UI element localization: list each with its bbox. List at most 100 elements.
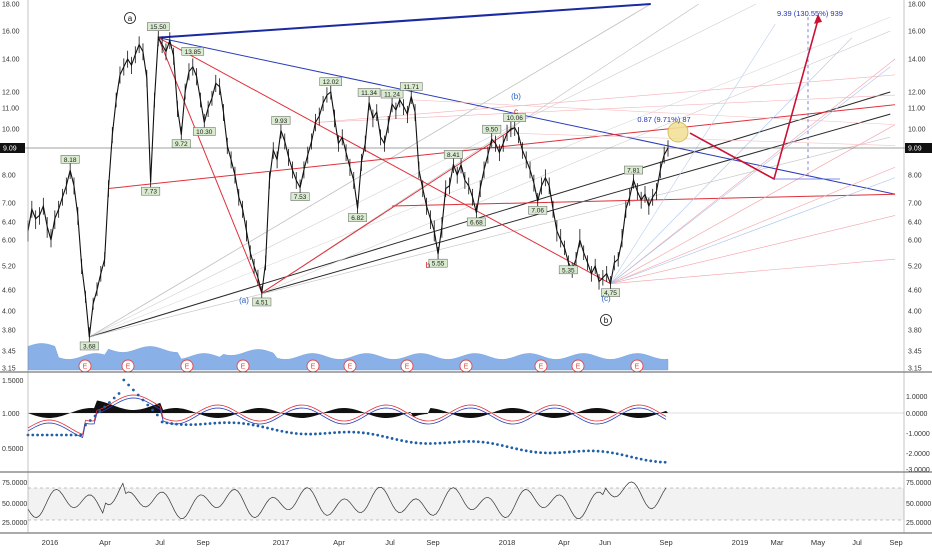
ind1-dot — [79, 433, 83, 437]
ind1-dot — [654, 460, 657, 463]
wave-label: (b) — [511, 92, 521, 101]
price-label-box — [193, 127, 216, 136]
y-tick-left: 7.00 — [2, 201, 16, 208]
ind1-dot — [127, 383, 130, 387]
wave-labels: a (a) b c (b) (c) b — [124, 12, 612, 326]
ind1-right-tick: 1.0000 — [906, 394, 928, 401]
x-tick: Sep — [426, 538, 439, 547]
trend-line — [158, 37, 896, 195]
ind1-dot — [223, 421, 226, 425]
trend-line — [315, 74, 896, 123]
ind1-dot — [328, 431, 332, 435]
earnings-marker: E — [83, 364, 88, 371]
ind1-dot — [424, 442, 428, 445]
y-tick-right: 3.15 — [908, 366, 922, 373]
current-price-right: 9.09 — [908, 146, 922, 153]
ind1-dot — [74, 433, 78, 437]
y-tick-right: 10.00 — [908, 127, 926, 134]
ind1-dot — [242, 422, 245, 425]
ind1-dot — [347, 430, 351, 434]
earnings-marker: E — [348, 364, 353, 371]
ind1-dot — [237, 421, 241, 425]
x-tick: Jul — [155, 538, 165, 547]
price-label: 15.50 — [150, 24, 167, 31]
trend-line — [610, 177, 896, 284]
ind1-dot — [452, 440, 456, 444]
ind2-left-tick: 50.0000 — [2, 501, 27, 508]
ind1-dot — [405, 440, 408, 443]
earnings-marker: E — [405, 364, 410, 371]
earnings-marker: E — [311, 364, 316, 371]
ind1-dot — [443, 441, 447, 445]
ind1-dot — [539, 451, 542, 455]
price-line — [27, 35, 669, 338]
ind1-right-tick: -3.0000 — [906, 467, 930, 474]
ind1-left-tick: 0.5000 — [2, 446, 24, 453]
y-tick-right: 18.00 — [908, 2, 926, 9]
price-label: 7.81 — [627, 168, 640, 175]
price-label: 10.30 — [196, 129, 213, 136]
wave-circle — [600, 314, 612, 326]
y-tick-left: 5.20 — [2, 264, 16, 271]
x-tick: Jul — [852, 538, 862, 547]
ind1-dot — [419, 441, 423, 445]
current-price-tag-right — [905, 143, 932, 153]
ind1-dot — [98, 410, 102, 413]
y-tick-left: 18.00 — [2, 2, 20, 9]
y-tick-left: 3.45 — [2, 349, 16, 356]
ind1-dot — [88, 419, 92, 422]
y-tick-right: 8.00 — [908, 173, 922, 180]
ind1-dot — [543, 451, 547, 455]
ind1-dot — [481, 440, 485, 444]
x-tick: Sep — [196, 538, 209, 547]
ind1-dot — [371, 432, 375, 436]
price-label: 9.93 — [275, 118, 288, 125]
ind1-dot — [184, 423, 188, 427]
earnings-marker: E — [464, 364, 469, 371]
ind1-dot — [534, 450, 538, 454]
wave-label: b — [426, 261, 431, 270]
ind1-dot — [625, 454, 629, 458]
ind1-dot — [194, 423, 198, 426]
ind1-dot — [390, 437, 394, 440]
trend-line — [411, 99, 896, 125]
price-label: 11.71 — [403, 84, 419, 91]
trend-line — [610, 258, 896, 285]
wave-label: (c) — [601, 294, 611, 303]
price-label: 5.55 — [432, 261, 445, 268]
x-tick: 2019 — [732, 538, 749, 547]
ind1-dot — [414, 441, 418, 445]
ind1-dot — [155, 413, 159, 417]
price-label-box — [348, 213, 368, 222]
x-tick: 2016 — [42, 538, 59, 547]
x-tick: Apr — [558, 538, 570, 547]
ind1-dot — [36, 433, 39, 437]
price-label: 13.85 — [185, 49, 202, 56]
price-label-box — [482, 124, 502, 134]
ind1-dot — [304, 432, 308, 436]
ind1-dot — [409, 440, 413, 444]
ind1-dot — [357, 430, 360, 434]
y-tick-left: 4.60 — [2, 288, 16, 295]
ind1-dot — [352, 430, 356, 434]
ind1-dot — [381, 434, 384, 438]
y-tick-left: 4.00 — [2, 309, 16, 316]
trend-line — [158, 3, 651, 39]
trend-line — [610, 66, 891, 284]
ind1-dot — [634, 456, 638, 460]
trend-line — [89, 3, 757, 338]
price-label: 8.18 — [64, 157, 77, 164]
y-tick-right: 5.20 — [908, 264, 922, 271]
y-tick-right: 4.60 — [908, 288, 922, 295]
ind1-dot — [55, 433, 59, 437]
ind1-dot — [615, 452, 619, 456]
ind1-dot — [323, 431, 327, 435]
target-circle — [667, 121, 689, 143]
price-label: 11.24 — [384, 92, 400, 99]
indicator-panel-1 — [26, 378, 904, 464]
ind1-dot — [50, 433, 54, 437]
ind1-dot — [400, 439, 404, 442]
